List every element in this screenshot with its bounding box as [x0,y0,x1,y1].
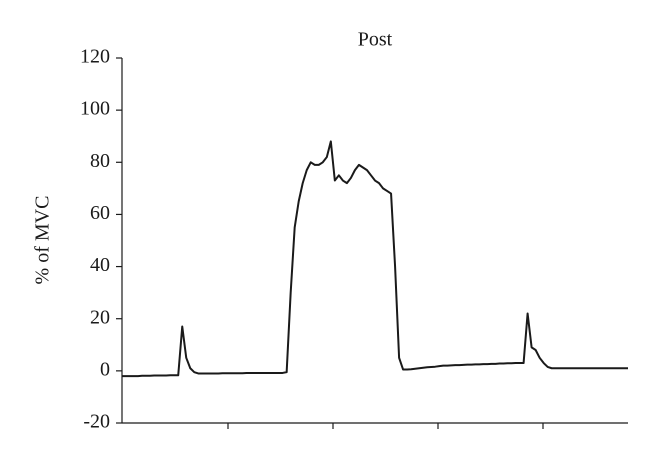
y-tick-label: 0 [100,358,110,380]
y-tick-label: 100 [80,98,110,120]
y-tick-label: 40 [90,254,110,276]
y-tick-label: 20 [90,306,110,328]
chart-title: Post [358,29,393,51]
x-ticks [227,423,544,429]
y-tick-label: -20 [83,411,110,433]
y-tick-label: 60 [90,202,110,224]
data-line [122,140,628,378]
y-tick-label: 80 [90,150,110,172]
y-tick-label: 120 [80,46,110,68]
y-axis-label: % of MVC [32,196,54,285]
